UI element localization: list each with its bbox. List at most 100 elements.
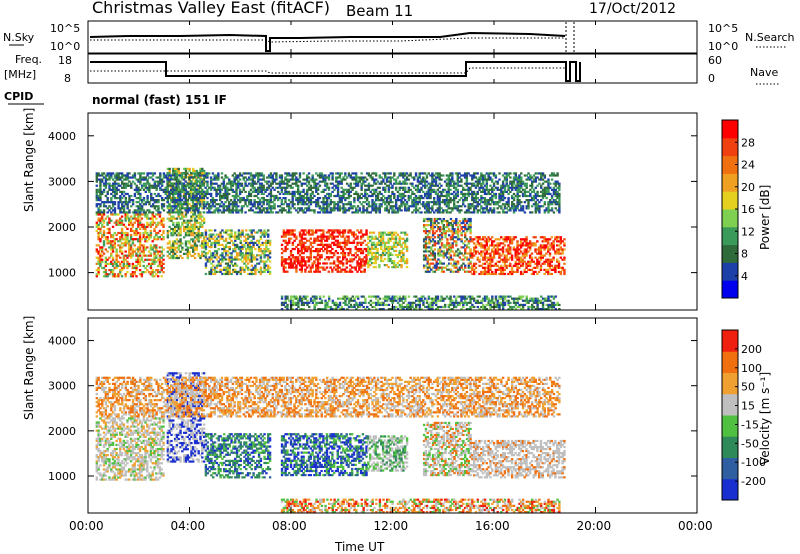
echo-cell xyxy=(451,223,454,227)
echo-cell xyxy=(237,205,240,208)
echo-cell xyxy=(275,178,278,181)
echo-cell xyxy=(128,201,131,204)
echo-cell xyxy=(179,209,182,212)
echo-cell xyxy=(97,190,100,194)
echo-cell xyxy=(428,223,431,227)
echo-cell xyxy=(151,203,155,206)
freq-ytick-left-bottom: 8 xyxy=(64,72,71,85)
echo-cell xyxy=(427,308,431,311)
echo-cell xyxy=(160,188,164,191)
echo-cell xyxy=(110,244,113,247)
echo-cell xyxy=(104,182,108,185)
echo-cell xyxy=(192,192,195,195)
echo-cell xyxy=(217,211,220,214)
echo-cell xyxy=(358,301,362,304)
echo-cell xyxy=(230,239,233,242)
echo-cell xyxy=(233,180,236,183)
echo-cell xyxy=(184,192,187,196)
echo-cell xyxy=(492,256,496,259)
echo-cell xyxy=(97,236,100,239)
echo-cell xyxy=(215,194,218,198)
echo-cell xyxy=(383,247,387,251)
echo-cell xyxy=(252,245,255,249)
echo-cell xyxy=(149,262,153,266)
echo-cell xyxy=(300,303,304,307)
echo-cell xyxy=(554,236,557,239)
echo-cell xyxy=(449,221,453,225)
echo-cell xyxy=(463,301,467,304)
echo-cell xyxy=(180,184,184,187)
echo-cell xyxy=(358,305,362,309)
echo-cell xyxy=(120,215,124,218)
echo-cell xyxy=(151,211,155,214)
echo-cell xyxy=(248,241,252,244)
echo-cell xyxy=(131,238,135,241)
echo-cell xyxy=(171,209,175,212)
echo-cell xyxy=(286,243,289,246)
echo-cell xyxy=(387,253,390,257)
echo-cell xyxy=(119,196,122,200)
echo-cell xyxy=(209,180,213,183)
echo-cell xyxy=(472,305,476,309)
echo-cell xyxy=(151,273,154,276)
echo-cell xyxy=(111,244,115,247)
echo-cell xyxy=(376,299,380,302)
echo-cell xyxy=(131,223,135,226)
echo-cell xyxy=(202,178,206,181)
echo-cell xyxy=(213,268,217,271)
echo-cell xyxy=(503,297,507,300)
echo-cell xyxy=(224,190,227,194)
echo-cell xyxy=(202,246,206,249)
echo-cell xyxy=(352,258,356,261)
echo-cell xyxy=(249,207,253,210)
echo-cell xyxy=(108,221,111,224)
echo-cell xyxy=(368,259,372,263)
echo-cell xyxy=(179,182,182,185)
echo-cell xyxy=(202,240,206,243)
freq-ytick-left-top: 18 xyxy=(58,54,72,67)
echo-cell xyxy=(137,201,140,204)
echo-cell xyxy=(539,236,543,239)
echo-cell xyxy=(155,256,158,259)
echo-cell xyxy=(437,250,440,253)
echo-cell xyxy=(263,260,266,263)
echo-cell xyxy=(483,254,487,257)
echo-cell xyxy=(124,182,128,185)
echo-cell xyxy=(160,223,163,226)
echo-cell xyxy=(429,301,432,304)
echo-cell xyxy=(445,295,449,298)
echo-cell xyxy=(464,236,467,239)
echo-cell xyxy=(349,270,352,273)
echo-cell xyxy=(424,258,428,261)
echo-cell xyxy=(102,190,106,194)
echo-cell xyxy=(115,172,118,175)
echo-cell xyxy=(420,297,423,300)
echo-cell xyxy=(491,264,494,267)
echo-cell xyxy=(147,271,151,274)
echo-cell xyxy=(507,303,510,307)
echo-cell xyxy=(156,275,160,278)
echo-cell xyxy=(219,235,222,238)
echo-cell xyxy=(221,248,224,251)
echo-cell xyxy=(255,174,258,177)
echo-cell xyxy=(206,207,209,210)
echo-cell xyxy=(307,239,311,242)
echo-cell xyxy=(182,178,186,181)
echo-cell xyxy=(563,272,566,276)
echo-cell xyxy=(536,262,539,265)
echo-cell xyxy=(528,256,532,259)
echo-cell xyxy=(318,295,322,298)
echo-cell xyxy=(111,256,115,259)
echo-cell xyxy=(113,180,117,183)
echo-cell xyxy=(446,230,449,233)
echo-cell xyxy=(501,272,505,276)
echo-cell xyxy=(383,241,387,244)
echo-cell xyxy=(481,256,485,259)
echo-cell xyxy=(184,184,187,187)
echo-cell xyxy=(447,305,450,309)
echo-cell xyxy=(142,182,146,185)
echo-cell xyxy=(224,272,228,276)
echo-cell xyxy=(372,266,376,269)
echo-cell xyxy=(220,176,224,179)
echo-cell xyxy=(208,207,211,210)
